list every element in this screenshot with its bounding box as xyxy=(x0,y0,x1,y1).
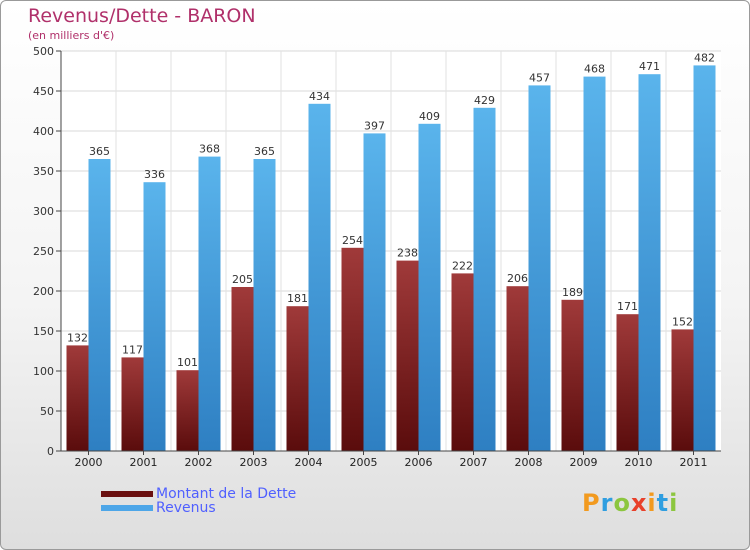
data-label-revenue-2010: 471 xyxy=(639,60,660,73)
bar-revenue-2000 xyxy=(88,159,111,451)
data-label-revenue-2007: 429 xyxy=(474,94,495,107)
data-label-revenue-2005: 397 xyxy=(364,119,385,132)
x-tick-label-2011: 2011 xyxy=(680,456,708,469)
legend: Montant de la Dette Revenus xyxy=(101,487,296,515)
data-label-revenue-2000: 365 xyxy=(89,145,110,158)
y-tick-label: 0 xyxy=(47,445,54,458)
bar-debt-2000 xyxy=(66,345,89,451)
x-tick-label-2003: 2003 xyxy=(240,456,268,469)
bar-revenue-2003 xyxy=(253,159,276,451)
y-tick-label: 500 xyxy=(33,45,54,58)
data-label-debt-2004: 181 xyxy=(287,292,308,305)
bar-debt-2008 xyxy=(506,286,529,451)
data-label-debt-2011: 152 xyxy=(672,315,693,328)
x-tick-label-2004: 2004 xyxy=(295,456,323,469)
data-label-debt-2003: 205 xyxy=(232,273,253,286)
x-tick-label-2005: 2005 xyxy=(350,456,378,469)
chart-subtitle: (en milliers d'€) xyxy=(28,29,115,42)
bar-debt-2010 xyxy=(616,314,639,451)
logo-letter: i xyxy=(647,489,657,517)
y-tick-label: 200 xyxy=(33,285,54,298)
bars-group xyxy=(66,65,716,452)
grid-lines xyxy=(61,50,721,452)
bar-debt-2004 xyxy=(286,306,309,451)
logo-letter: P xyxy=(582,489,601,517)
bar-revenue-2010 xyxy=(638,74,661,451)
y-tick-label: 50 xyxy=(40,405,54,418)
bar-revenue-2005 xyxy=(363,133,386,451)
x-tick-label-2010: 2010 xyxy=(625,456,653,469)
data-label-debt-2005: 254 xyxy=(342,234,363,247)
chart-title: Revenus/Dette - BARON xyxy=(28,5,256,27)
data-label-debt-2007: 222 xyxy=(452,259,473,272)
bar-debt-2002 xyxy=(176,370,199,451)
data-label-debt-2009: 189 xyxy=(562,286,583,299)
bar-revenue-2007 xyxy=(473,107,496,452)
x-tick-label-2006: 2006 xyxy=(405,456,433,469)
proxiti-logo: Proxiti xyxy=(582,489,678,517)
logo-letter: r xyxy=(600,489,614,517)
data-label-debt-2010: 171 xyxy=(617,300,638,313)
bar-revenue-2011 xyxy=(693,65,716,452)
data-label-revenue-2008: 457 xyxy=(529,71,550,84)
logo-letter: o xyxy=(613,489,631,517)
data-label-revenue-2009: 468 xyxy=(584,63,605,76)
legend-swatch-debt xyxy=(101,491,153,497)
data-label-revenue-2004: 434 xyxy=(309,90,330,103)
data-label-debt-2002: 101 xyxy=(177,356,198,369)
data-label-debt-2008: 206 xyxy=(507,272,528,285)
labels-group: 0 50 100 150 200 250 300 350 400 450 500 132 365 2000… xyxy=(33,45,715,469)
y-tick-label: 300 xyxy=(33,205,54,218)
bar-debt-2005 xyxy=(341,247,364,451)
bar-debt-2003 xyxy=(231,287,254,451)
bar-revenue-2009 xyxy=(583,76,606,451)
logo-letter: x xyxy=(630,489,648,517)
data-label-revenue-2003: 365 xyxy=(254,145,275,158)
logo-letter: t xyxy=(656,489,670,517)
y-tick-label: 400 xyxy=(33,125,54,138)
legend-item-debt: Montant de la Dette xyxy=(101,487,296,501)
data-label-revenue-2002: 368 xyxy=(199,143,220,156)
data-label-debt-2001: 117 xyxy=(122,343,143,356)
data-label-revenue-2011: 482 xyxy=(694,51,715,64)
data-label-revenue-2001: 336 xyxy=(144,168,165,181)
legend-label-revenue: Revenus xyxy=(156,500,216,516)
y-tick-label: 250 xyxy=(33,245,54,258)
bar-revenue-2008 xyxy=(528,85,551,452)
x-tick-label-2008: 2008 xyxy=(515,456,543,469)
legend-label-debt: Montant de la Dette xyxy=(156,486,297,502)
x-tick-label-2001: 2001 xyxy=(130,456,158,469)
axes-group xyxy=(56,50,721,455)
bar-debt-2006 xyxy=(396,260,419,451)
data-label-debt-2000: 132 xyxy=(67,331,88,344)
bar-revenue-2004 xyxy=(308,103,331,452)
bar-debt-2011 xyxy=(671,329,694,451)
bar-revenue-2002 xyxy=(198,156,221,451)
logo-letter: i xyxy=(669,489,679,517)
x-tick-label-2007: 2007 xyxy=(460,456,488,469)
bar-debt-2001 xyxy=(121,357,144,451)
legend-swatch-revenue xyxy=(101,505,153,511)
bar-revenue-2001 xyxy=(143,182,166,451)
bar-debt-2007 xyxy=(451,273,474,451)
data-label-debt-2006: 238 xyxy=(397,247,418,260)
y-tick-label: 450 xyxy=(33,85,54,98)
bar-revenue-2006 xyxy=(418,123,441,452)
data-label-revenue-2006: 409 xyxy=(419,110,440,123)
x-tick-label-2009: 2009 xyxy=(570,456,598,469)
bar-debt-2009 xyxy=(561,299,584,451)
y-tick-label: 350 xyxy=(33,165,54,178)
x-tick-label-2000: 2000 xyxy=(75,456,103,469)
legend-item-revenue: Revenus xyxy=(101,501,296,515)
y-tick-label: 150 xyxy=(33,325,54,338)
y-tick-label: 100 xyxy=(33,365,54,378)
x-tick-label-2002: 2002 xyxy=(185,456,213,469)
